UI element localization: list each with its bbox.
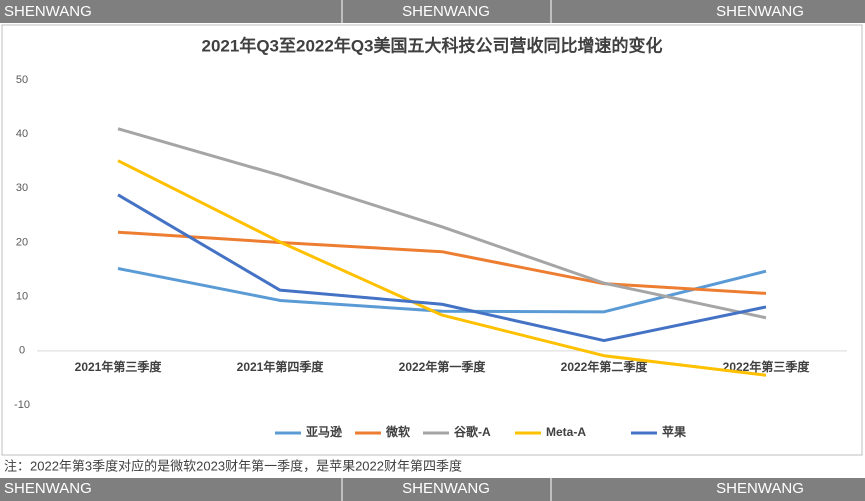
top-band (0, 0, 865, 23)
legend-label: Meta-A (546, 425, 586, 439)
series-line (117, 159, 767, 377)
legend-label: 微软 (385, 424, 410, 439)
legend-label: 亚马逊 (306, 424, 342, 439)
watermark: SHENWANG (4, 480, 92, 497)
chart-border (1, 24, 863, 456)
y-tick-label: 0 (19, 345, 25, 357)
watermark: SHENWANG (716, 3, 804, 20)
bottom-band (0, 478, 865, 501)
x-tick-label: 2022年第一季度 (399, 359, 487, 374)
legend-label: 苹果 (662, 424, 686, 439)
series-line (117, 127, 767, 320)
series-line (117, 193, 767, 343)
x-tick-label: 2022年第三季度 (723, 359, 811, 374)
legend-label: 谷歌-A (454, 424, 491, 439)
y-tick-label: 40 (16, 128, 28, 140)
x-tick-label: 2021年第三季度 (75, 359, 163, 374)
y-tick-label: 10 (16, 291, 28, 303)
x-tick-label: 2022年第二季度 (561, 359, 649, 374)
y-tick-label: 20 (16, 236, 28, 248)
series-line (117, 267, 767, 314)
chart-title: 2021年Q3至2022年Q3美国五大科技公司营收同比增速的变化 (202, 35, 663, 55)
y-tick-label: -10 (14, 399, 30, 411)
watermark: SHENWANG (402, 480, 490, 497)
note: 注：2022年第3季度对应的是微软2023财年第一季度，是苹果2022财年第四季… (4, 458, 462, 473)
series-line (117, 230, 767, 295)
x-tick-label: 2021年第四季度 (237, 359, 325, 374)
y-tick-label: 50 (16, 74, 28, 86)
watermark: SHENWANG (716, 480, 804, 497)
watermark: SHENWANG (4, 3, 92, 20)
watermark: SHENWANG (402, 3, 490, 20)
y-tick-label: 30 (16, 182, 28, 194)
plot: -10 0 10 20 30 40 50 2021年第三季度 2021年第四季度 2022年第一季… (14, 74, 847, 439)
